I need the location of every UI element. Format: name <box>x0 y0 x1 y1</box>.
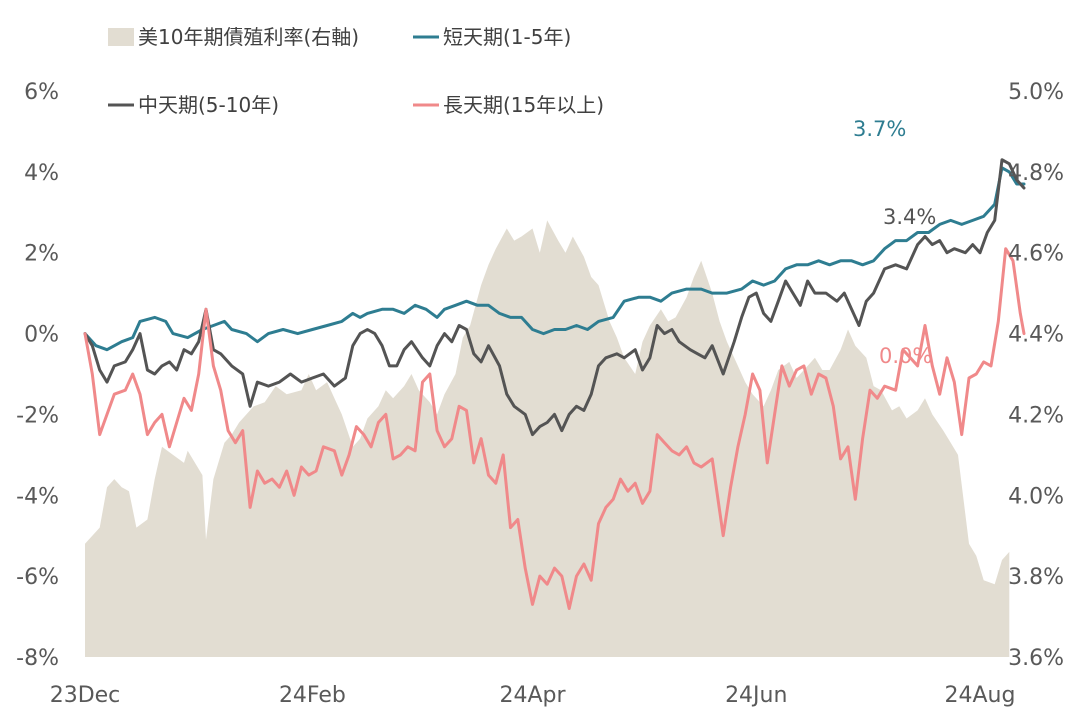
legend-label: 長天期(15年以上) <box>443 93 604 117</box>
left-tick-label: -4% <box>16 484 59 509</box>
left-tick-label: -2% <box>16 403 59 428</box>
left-tick-label: -6% <box>16 565 59 590</box>
left-tick-label: 4% <box>24 161 59 186</box>
left-tick-label: 2% <box>24 242 59 267</box>
end-label-1: 3.7% <box>853 117 906 141</box>
left-tick-label: 6% <box>24 80 59 105</box>
series-line-3 <box>83 247 1026 610</box>
end-label-2: 3.4% <box>883 205 936 229</box>
x-tick-label: 24Aug <box>945 683 1016 708</box>
right-tick-label: 4.4% <box>1008 323 1064 348</box>
legend-item: 美10年期債殖利率(右軸) <box>108 25 359 49</box>
x-tick-label: 23Dec <box>50 683 121 708</box>
end-label-3: 0.0% <box>879 344 932 368</box>
x-tick-label: 24Apr <box>499 683 566 708</box>
right-tick-label: 5.0% <box>1008 80 1064 105</box>
yield-area-layer <box>85 220 1010 657</box>
x-tick-label: 24Jun <box>725 683 787 708</box>
x-axis: 23Dec 24Feb 24Apr 24Jun 24Aug <box>50 683 1016 708</box>
right-axis: 5.0% 4.8% 4.6% 4.4% 4.2% 4.0% 3.8% 3.6% <box>1008 80 1064 671</box>
series-line-1 <box>83 166 1026 352</box>
legend-item: 長天期(15年以上) <box>413 93 604 117</box>
right-tick-label: 4.0% <box>1008 484 1064 509</box>
legend: 美10年期債殖利率(右軸) 短天期(1-5年) 中天期(5-10年) 長天期(15年以… <box>108 25 604 117</box>
series-lines-layer <box>83 158 1026 610</box>
legend-item: 短天期(1-5年) <box>413 25 571 49</box>
legend-swatch <box>108 28 134 46</box>
legend-label: 美10年期債殖利率(右軸) <box>138 25 359 49</box>
legend-label: 短天期(1-5年) <box>443 25 571 49</box>
right-tick-label: 4.8% <box>1008 161 1064 186</box>
series-line-2 <box>83 158 1026 437</box>
left-tick-label: -8% <box>16 646 59 671</box>
series-area-yield <box>85 220 1010 657</box>
left-axis: 6% 4% 2% 0% -2% -4% -6% -8% <box>16 80 59 671</box>
x-tick-label: 24Feb <box>279 683 346 708</box>
right-tick-label: 4.2% <box>1008 403 1064 428</box>
end-labels: 3.7% 3.4% 0.0% <box>853 117 936 368</box>
left-tick-label: 0% <box>24 323 59 348</box>
legend-label: 中天期(5-10年) <box>138 93 279 117</box>
right-tick-label: 4.6% <box>1008 242 1064 267</box>
legend-item: 中天期(5-10年) <box>108 93 279 117</box>
right-tick-label: 3.6% <box>1008 646 1064 671</box>
right-tick-label: 3.8% <box>1008 565 1064 590</box>
